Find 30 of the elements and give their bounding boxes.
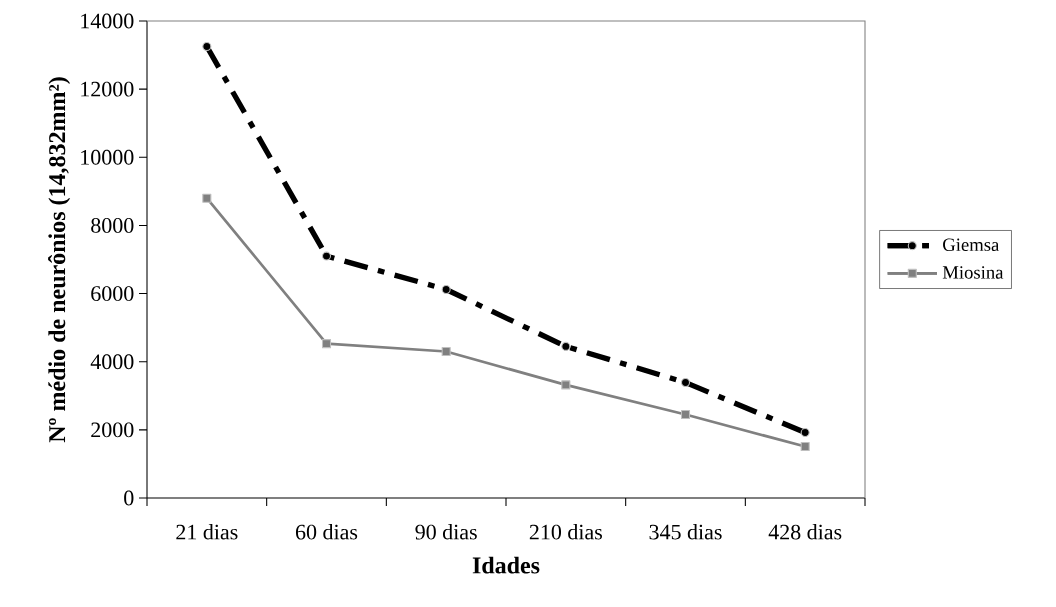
legend-label: Giemsa — [943, 238, 1000, 252]
point — [800, 428, 810, 438]
x-tick-label: 90 dias — [415, 524, 477, 540]
y-tick-label: 2000 — [91, 422, 134, 438]
x-tick-label: 210 dias — [529, 524, 602, 540]
point — [202, 193, 212, 203]
y-tick-label: 4000 — [90, 354, 134, 370]
point — [800, 442, 810, 452]
point — [202, 42, 212, 52]
x-axis-title: Idades — [472, 556, 540, 574]
legend-label: Miosina — [942, 266, 1004, 279]
y-tick-label: 0 — [124, 490, 134, 506]
point — [321, 251, 332, 261]
y-tick-label: 8000 — [91, 218, 134, 233]
y-axis-title: Nº médio de neurônios (14,832mm²) — [48, 77, 71, 443]
y-tick-label: 12000 — [81, 81, 134, 97]
point — [441, 346, 451, 357]
point — [680, 377, 691, 388]
y-tick-label: 10000 — [81, 149, 134, 165]
x-tick-label: 21 dias — [176, 524, 238, 540]
x-tick-label: 428 dias — [768, 524, 842, 540]
point — [441, 284, 451, 295]
x-tick-label: 345 dias — [649, 524, 722, 540]
point — [680, 409, 691, 420]
x-tick-label: 60 dias — [295, 524, 358, 540]
point — [561, 341, 571, 351]
y-tick-label: 14000 — [81, 13, 134, 29]
y-tick-label: 6000 — [91, 286, 134, 301]
point — [321, 339, 332, 349]
point — [561, 380, 571, 390]
